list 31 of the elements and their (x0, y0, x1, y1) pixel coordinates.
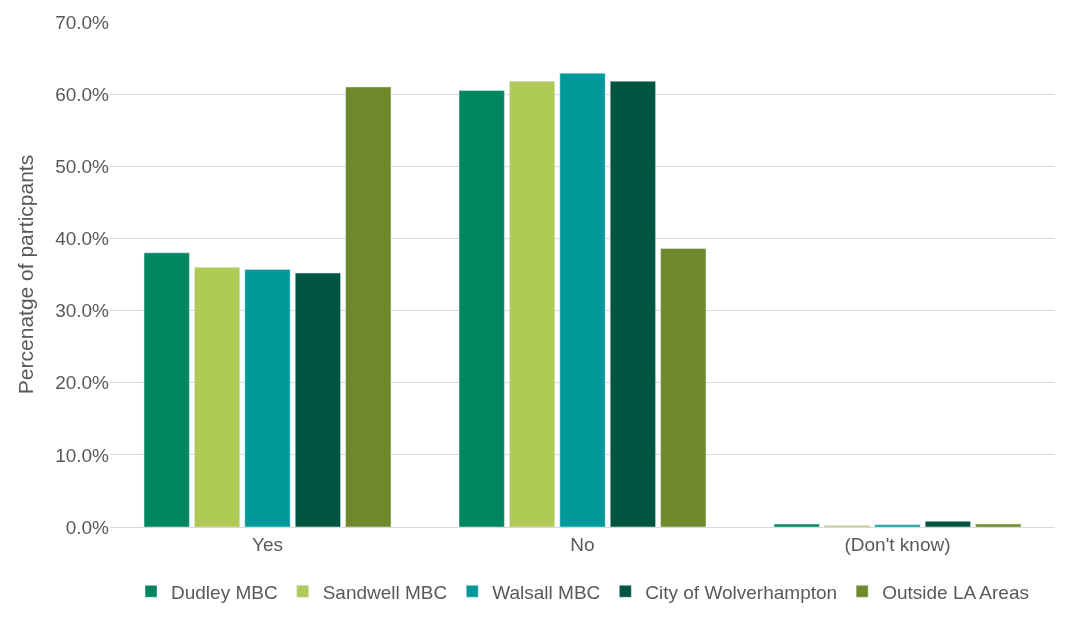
y-tick-label: 20.0% (55, 372, 110, 394)
legend-label: Dudley MBC (171, 581, 278, 603)
y-tick-label: 50.0% (55, 155, 110, 177)
bar (143, 252, 190, 527)
bar (294, 272, 341, 527)
legend-label: Sandwell MBC (322, 581, 448, 603)
bar (975, 523, 1022, 527)
bar (559, 72, 606, 527)
legend-label: Walsall MBC (492, 581, 601, 603)
y-axis-title: Percenatge of particpants (14, 154, 38, 395)
legend-label: City of Wolverhampton (645, 581, 838, 603)
bar (924, 520, 971, 527)
y-tick-label: 60.0% (55, 83, 110, 105)
y-tick-label: 70.0% (55, 11, 110, 33)
legend-label: Outside LA Areas (882, 581, 1029, 603)
x-tick-label: (Don't know) (844, 533, 951, 555)
y-tick-label: 30.0% (55, 300, 110, 322)
bar (609, 80, 656, 527)
bar (345, 86, 392, 527)
bar (458, 90, 505, 527)
y-tick-label: 40.0% (55, 228, 110, 250)
bar (194, 267, 241, 527)
y-tick-label: 10.0% (55, 444, 110, 466)
bar (773, 523, 820, 527)
x-tick-label: No (570, 533, 595, 555)
bar (660, 248, 707, 527)
x-tick-label: Yes (252, 533, 283, 555)
y-tick-label: 0.0% (65, 516, 110, 538)
bar (244, 269, 291, 527)
bar (874, 524, 921, 527)
bar (509, 80, 556, 527)
